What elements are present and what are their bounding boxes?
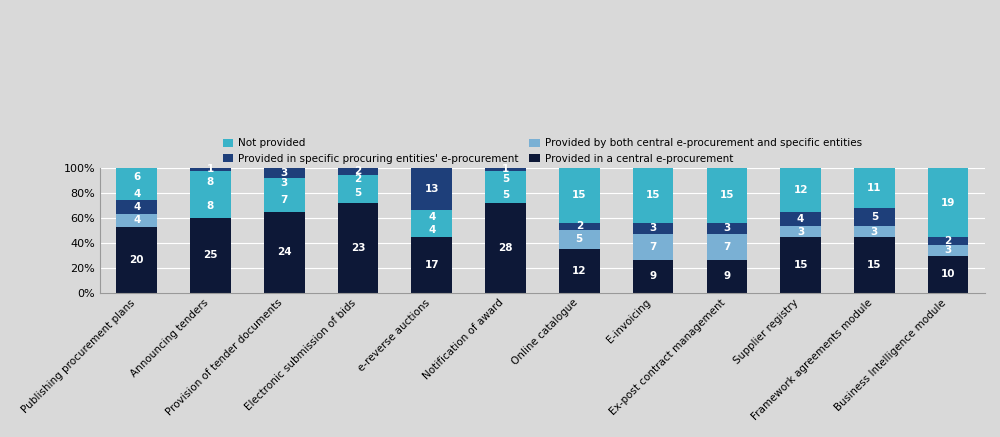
- Bar: [780, 212, 821, 226]
- Text: 25: 25: [203, 250, 218, 260]
- Text: 17: 17: [424, 260, 439, 270]
- Bar: [928, 167, 968, 237]
- Text: 5: 5: [871, 212, 878, 222]
- Bar: [559, 167, 600, 223]
- Bar: [338, 203, 378, 293]
- Text: 4: 4: [133, 189, 140, 199]
- Text: 12: 12: [793, 184, 808, 194]
- Text: 15: 15: [646, 190, 660, 200]
- Text: 5: 5: [576, 234, 583, 244]
- Text: 7: 7: [281, 194, 288, 205]
- Text: 4: 4: [797, 214, 804, 224]
- Legend: Not provided, Provided in specific procuring entities' e-procurement, Provided b: Not provided, Provided in specific procu…: [220, 135, 865, 166]
- Text: 7: 7: [649, 242, 657, 252]
- Bar: [854, 226, 895, 237]
- Bar: [338, 167, 378, 175]
- Text: 6: 6: [133, 173, 140, 182]
- Bar: [116, 214, 157, 227]
- Text: 4: 4: [428, 212, 435, 222]
- Text: 19: 19: [941, 198, 955, 208]
- Bar: [190, 170, 231, 194]
- Bar: [780, 237, 821, 293]
- Text: 2: 2: [944, 236, 952, 246]
- Bar: [707, 234, 747, 260]
- Text: 3: 3: [281, 168, 288, 177]
- Bar: [338, 183, 378, 203]
- Text: 15: 15: [572, 190, 587, 200]
- Text: 3: 3: [797, 227, 804, 237]
- Text: 15: 15: [720, 190, 734, 200]
- Bar: [485, 167, 526, 171]
- Text: 2: 2: [354, 174, 362, 184]
- Text: 10: 10: [941, 269, 955, 279]
- Bar: [190, 194, 231, 218]
- Text: 8: 8: [207, 177, 214, 187]
- Text: 11: 11: [867, 183, 882, 193]
- Text: 3: 3: [281, 178, 288, 188]
- Text: 24: 24: [277, 247, 292, 257]
- Text: 15: 15: [867, 260, 882, 270]
- Text: 8: 8: [207, 201, 214, 211]
- Bar: [854, 167, 895, 208]
- Bar: [485, 171, 526, 187]
- Bar: [264, 212, 305, 293]
- Bar: [633, 234, 673, 260]
- Bar: [190, 218, 231, 293]
- Bar: [707, 260, 747, 293]
- Bar: [854, 208, 895, 226]
- Text: 5: 5: [502, 174, 509, 184]
- Bar: [116, 201, 157, 214]
- Bar: [190, 167, 231, 170]
- Bar: [633, 223, 673, 234]
- Bar: [928, 245, 968, 256]
- Text: 3: 3: [871, 227, 878, 237]
- Text: 5: 5: [354, 188, 362, 198]
- Bar: [411, 224, 452, 237]
- Bar: [633, 167, 673, 223]
- Bar: [707, 223, 747, 234]
- Text: 2: 2: [576, 222, 583, 232]
- Text: 3: 3: [944, 245, 952, 255]
- Bar: [116, 227, 157, 293]
- Bar: [338, 175, 378, 183]
- Text: 13: 13: [425, 184, 439, 194]
- Text: 20: 20: [129, 255, 144, 265]
- Bar: [928, 256, 968, 293]
- Text: 15: 15: [793, 260, 808, 270]
- Bar: [264, 167, 305, 178]
- Bar: [780, 167, 821, 212]
- Bar: [485, 187, 526, 203]
- Text: 2: 2: [354, 166, 362, 177]
- Text: 4: 4: [428, 225, 435, 235]
- Bar: [928, 237, 968, 245]
- Text: 28: 28: [498, 243, 513, 253]
- Bar: [854, 237, 895, 293]
- Bar: [485, 203, 526, 293]
- Bar: [633, 260, 673, 293]
- Bar: [559, 230, 600, 249]
- Bar: [780, 226, 821, 237]
- Text: 4: 4: [133, 215, 140, 225]
- Text: 12: 12: [572, 266, 587, 276]
- Bar: [264, 178, 305, 188]
- Bar: [264, 188, 305, 212]
- Text: 23: 23: [351, 243, 365, 253]
- Text: 5: 5: [502, 190, 509, 200]
- Bar: [559, 249, 600, 293]
- Text: 1: 1: [502, 164, 509, 174]
- Bar: [411, 210, 452, 224]
- Text: 9: 9: [649, 271, 657, 281]
- Bar: [411, 167, 452, 210]
- Bar: [411, 237, 452, 293]
- Bar: [116, 167, 157, 187]
- Text: 7: 7: [723, 242, 731, 252]
- Bar: [559, 223, 600, 230]
- Text: 4: 4: [133, 202, 140, 212]
- Text: 1: 1: [207, 164, 214, 174]
- Text: 3: 3: [649, 223, 657, 233]
- Text: 9: 9: [723, 271, 730, 281]
- Bar: [707, 167, 747, 223]
- Text: 3: 3: [723, 223, 730, 233]
- Bar: [116, 187, 157, 201]
